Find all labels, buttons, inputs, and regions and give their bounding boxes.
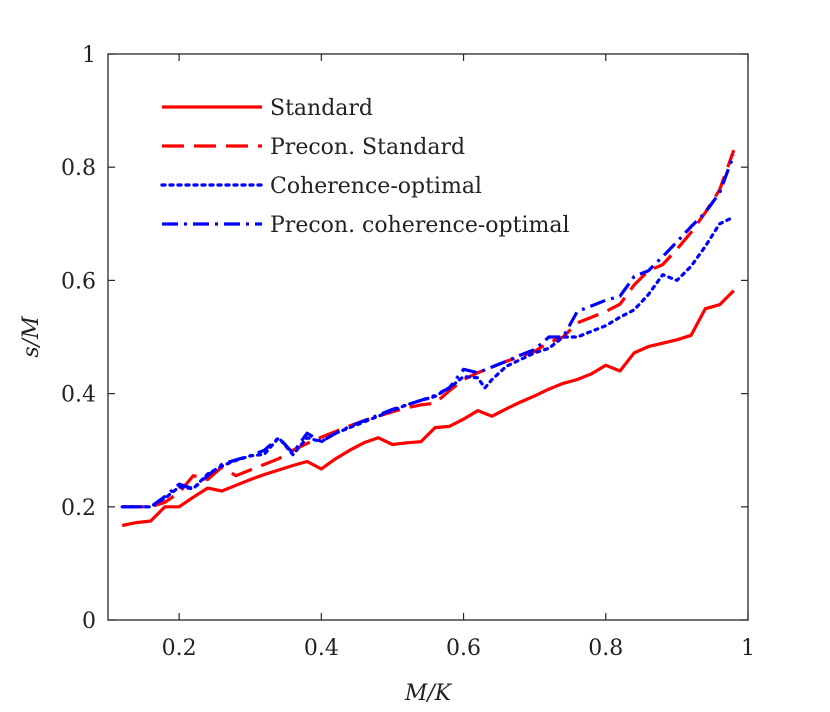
- x-tick-label: 0.8: [588, 636, 623, 661]
- series-line-0: [121, 289, 735, 528]
- series-line-1: [122, 149, 736, 509]
- x-tick-label: 0.4: [304, 636, 339, 661]
- y-axis-label: s/M: [19, 316, 44, 358]
- legend-label-2: Coherence-optimal: [270, 174, 482, 199]
- series-line-3: [122, 154, 736, 509]
- legend-label-1: Precon. Standard: [270, 135, 465, 160]
- x-tick-label: 1: [741, 636, 755, 661]
- y-tick-label: 0.4: [61, 383, 96, 408]
- y-tick-label: 0.8: [61, 156, 96, 181]
- series-line-2: [120, 215, 736, 509]
- legend-label-0: Standard: [270, 96, 373, 121]
- y-tick-label: 0: [82, 609, 96, 634]
- x-axis-label: M/K: [404, 681, 453, 706]
- ticks-group: 0.2 0.4 0.6 0.8 1 0 0.2 0.4 0.6 0.8 1: [61, 43, 755, 661]
- legend: Standard Precon. Standard Coherence-optima…: [160, 96, 570, 238]
- y-tick-label: 0.6: [61, 269, 96, 294]
- series-group: [120, 149, 736, 528]
- axes-box: [107, 53, 749, 621]
- y-tick-label: 1: [82, 43, 96, 68]
- y-tick-label: 0.2: [61, 496, 96, 521]
- axes-group: [107, 53, 749, 621]
- x-tick-label: 0.2: [162, 636, 197, 661]
- legend-label-3: Precon. coherence-optimal: [270, 213, 570, 238]
- x-tick-label: 0.6: [446, 636, 481, 661]
